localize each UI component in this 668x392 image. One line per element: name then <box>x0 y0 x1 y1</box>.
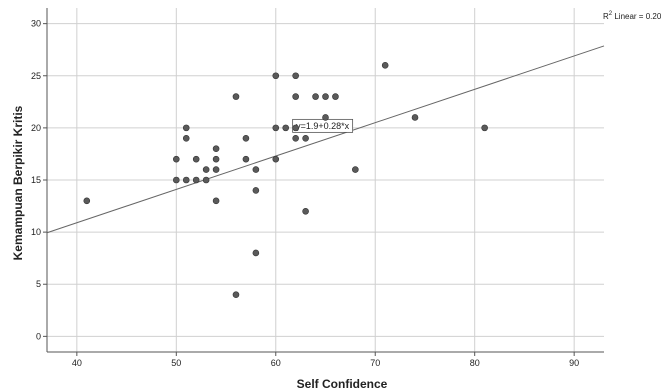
fit-equation-label: y=1.9+0.28*x <box>296 121 350 131</box>
x-tick-label: 80 <box>470 358 480 368</box>
data-point <box>232 93 240 100</box>
data-point <box>173 155 180 163</box>
data-point <box>192 155 200 163</box>
data-point <box>352 166 359 173</box>
y-tick-labels: 0 5 10 15 20 25 30 <box>31 19 41 342</box>
data-point <box>292 124 299 132</box>
r2-label-r: R <box>603 12 609 21</box>
x-tick-label: 60 <box>271 358 281 368</box>
data-point <box>252 166 260 173</box>
data-point <box>232 291 240 298</box>
y-axis-title: Kemampuan Berpikir Kritis <box>11 105 25 260</box>
axes <box>43 8 604 356</box>
data-point <box>312 93 319 100</box>
data-point <box>242 155 250 163</box>
y-tick-label: 15 <box>31 175 41 185</box>
data-point <box>272 155 280 163</box>
data-point <box>322 114 329 121</box>
data-point <box>212 145 220 153</box>
y-tick-label: 20 <box>31 123 41 133</box>
data-point <box>252 187 260 194</box>
data-point <box>173 176 180 184</box>
data-point <box>212 197 220 205</box>
y-tick-label: 5 <box>36 279 41 289</box>
data-point <box>381 62 389 69</box>
fit-line <box>46 45 605 234</box>
data-point <box>272 72 280 80</box>
fit-line-group: y=1.9+0.28*x <box>46 45 605 234</box>
data-point <box>332 93 339 100</box>
y-tick-label: 10 <box>31 227 41 237</box>
data-point <box>182 176 190 184</box>
data-points <box>83 62 488 298</box>
data-point <box>202 166 210 173</box>
y-tick-label: 0 <box>36 331 41 341</box>
data-point <box>212 155 220 163</box>
data-point <box>302 135 309 142</box>
data-point <box>182 124 190 132</box>
data-point <box>192 176 200 184</box>
r2-label-sup: 2 <box>609 11 613 17</box>
data-point <box>202 176 210 184</box>
x-tick-label: 90 <box>569 358 579 368</box>
data-point <box>292 93 299 100</box>
data-point <box>272 124 280 132</box>
data-point <box>411 114 419 121</box>
r2-linear-label: R2 Linear = 0.20 <box>603 11 662 21</box>
r2-label-text: Linear = 0.20 <box>612 12 662 21</box>
data-point <box>182 135 190 142</box>
y-tick-label: 30 <box>31 19 41 29</box>
x-axis-title: Self Confidence <box>297 377 388 391</box>
x-tick-label: 50 <box>171 358 181 368</box>
data-point <box>292 72 299 80</box>
gridlines <box>47 8 604 352</box>
x-tick-label: 70 <box>370 358 380 368</box>
data-point <box>292 135 299 142</box>
data-point <box>481 124 488 132</box>
data-point <box>302 207 309 215</box>
y-tick-label: 25 <box>31 71 41 81</box>
data-point <box>252 249 260 257</box>
data-point <box>83 197 91 205</box>
data-point <box>322 93 329 100</box>
x-tick-label: 40 <box>72 358 82 368</box>
data-point <box>212 166 220 173</box>
data-point <box>242 135 250 142</box>
fit-equation-box <box>292 118 354 133</box>
data-point <box>282 124 290 132</box>
x-tick-labels: 40 50 60 70 80 90 <box>72 358 579 368</box>
